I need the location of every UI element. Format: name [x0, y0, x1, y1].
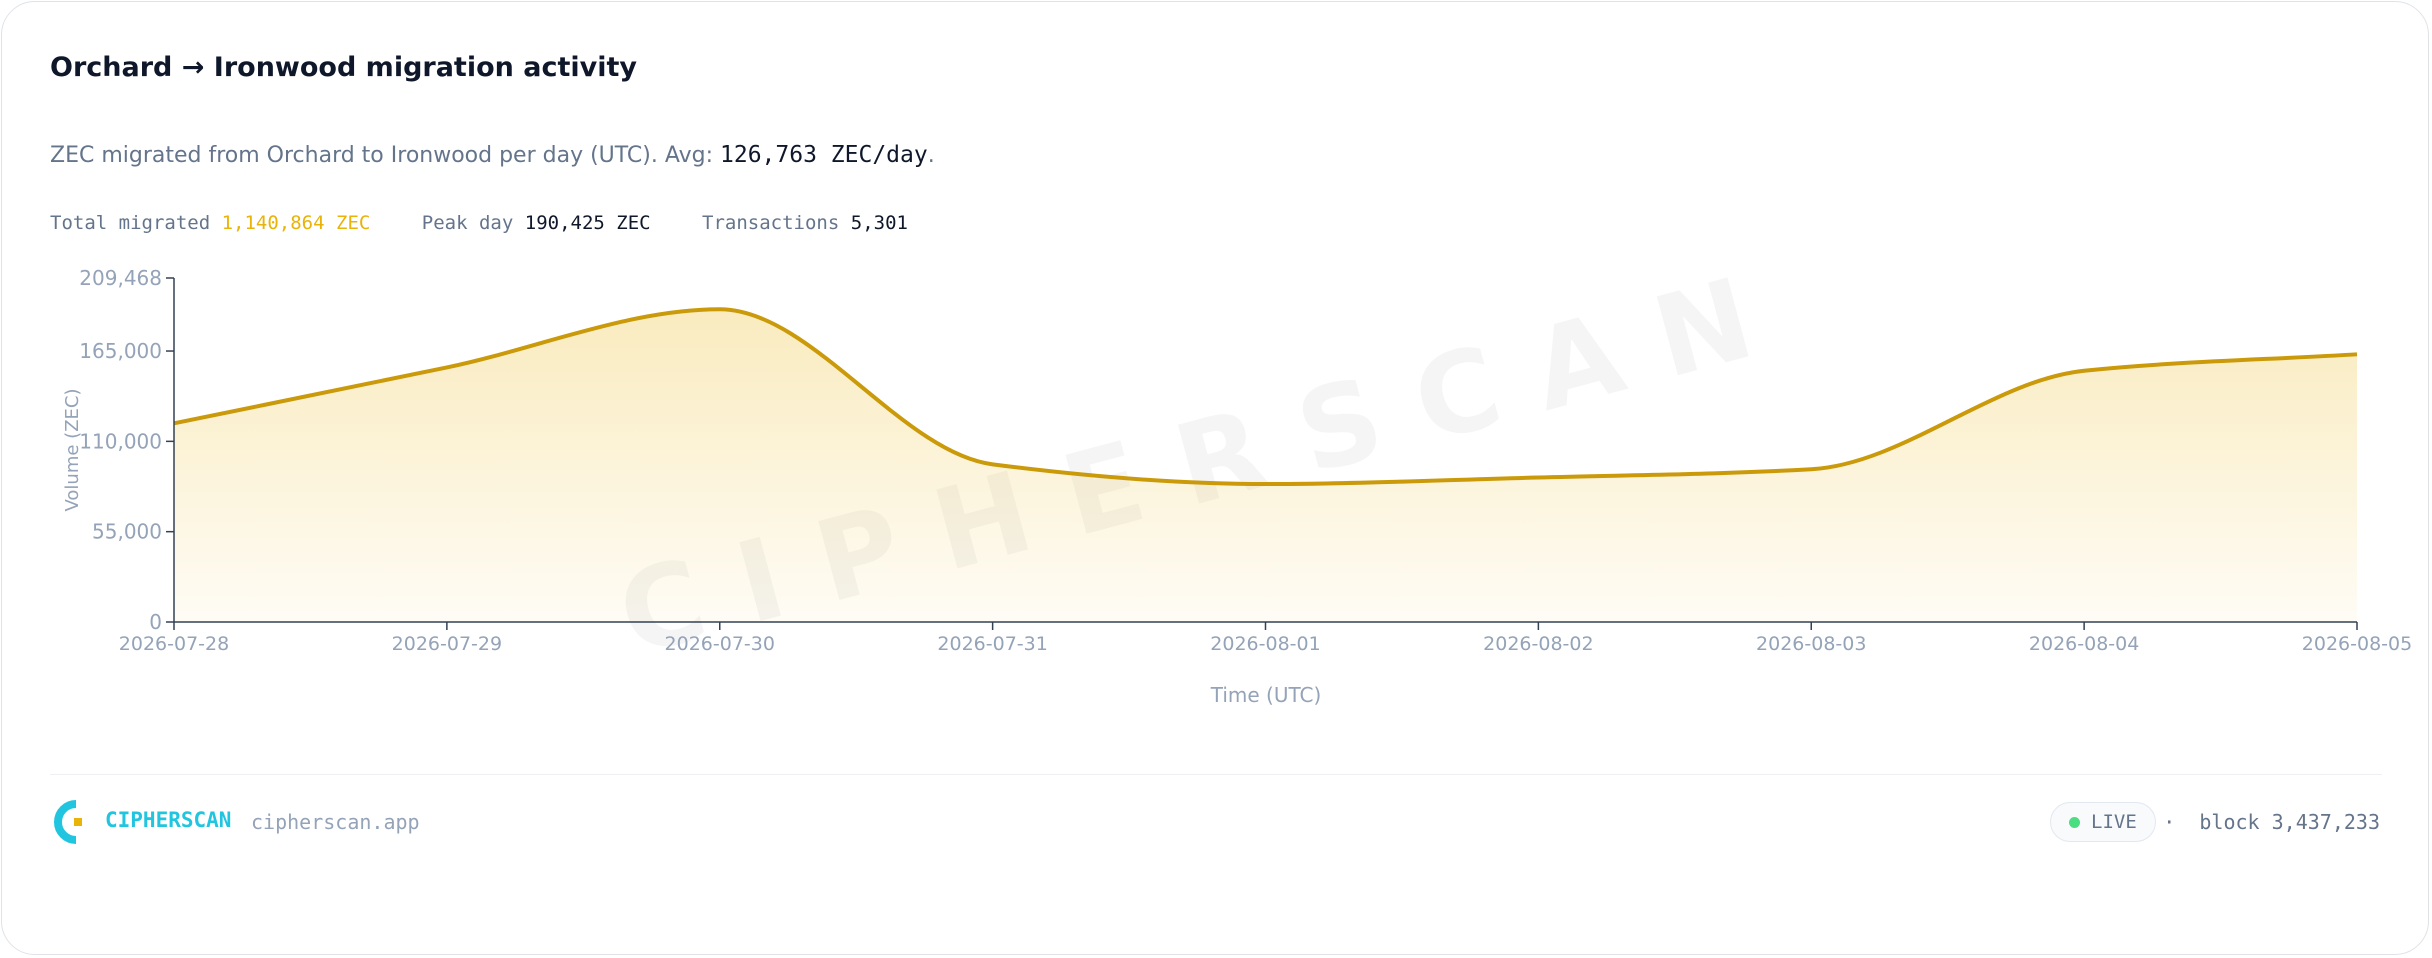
- x-tick-label: 2026-08-03: [1756, 633, 1866, 655]
- x-axis-label: Time (UTC): [1210, 683, 1322, 707]
- x-tick-label: 2026-07-28: [119, 633, 229, 655]
- subtitle-text: ZEC migrated from Orchard to Ironwood pe…: [50, 143, 714, 168]
- x-tick-label: 2026-08-04: [2029, 633, 2139, 655]
- stat: Total migrated 1,140,864 ZEC: [50, 212, 370, 234]
- x-tick-label: 2026-07-29: [392, 633, 502, 655]
- stat-value: 1,140,864 ZEC: [221, 212, 371, 234]
- stat: Transactions 5,301: [702, 212, 908, 234]
- x-tick-label: 2026-08-02: [1483, 633, 1593, 655]
- chart: CIPHERSCAN Time (UTC) Volume (ZEC) 055,0…: [62, 244, 2412, 707]
- stats: Total migrated 1,140,864 ZEC Peak day 19…: [50, 212, 948, 234]
- line: [173, 307, 2358, 487]
- block-label: block: [2199, 810, 2260, 834]
- brand: CIPHERSCAN: [105, 808, 232, 832]
- y-tick-label: 110,000: [79, 429, 162, 453]
- y-tick-label: 165,000: [79, 339, 162, 363]
- y-tick-label: 0: [149, 610, 162, 634]
- stat-label: Total migrated: [50, 212, 211, 234]
- stat: Peak day 190,425 ZEC: [422, 212, 651, 234]
- x-tick-label: 2026-07-31: [937, 633, 1047, 655]
- stat-value: 190,425 ZEC: [524, 212, 651, 234]
- y-axis-label: Volume (ZEC): [62, 389, 83, 512]
- separator: [50, 774, 2382, 775]
- stat-label: Peak day: [421, 212, 514, 234]
- title: Orchard → Ironwood migration activity: [50, 52, 638, 83]
- block-number: 3,437,233: [2271, 810, 2380, 834]
- subtitle: ZEC migrated from Orchard to Ironwood pe…: [50, 142, 935, 168]
- subtitle-end: .: [927, 143, 935, 168]
- block-info: · block 3,437,233: [2163, 810, 2380, 834]
- stat-value: 5,301: [850, 212, 908, 234]
- site: cipherscan.app: [251, 810, 420, 834]
- y-tick-label: 55,000: [92, 520, 162, 544]
- x-tick-label: 2026-08-01: [1210, 633, 1320, 655]
- x-tick-label: 2026-07-30: [665, 633, 775, 655]
- y-tick-label: 209,468: [79, 266, 162, 290]
- logo: [54, 800, 82, 844]
- average: 126,763 ZEC/day: [720, 142, 928, 168]
- area: [174, 309, 2357, 622]
- live-badge: LIVE: [2050, 802, 2156, 842]
- separator-dot: ·: [2163, 810, 2176, 834]
- x-tick-label: 2026-08-05: [2302, 633, 2412, 655]
- stat-label: Transactions: [702, 212, 840, 234]
